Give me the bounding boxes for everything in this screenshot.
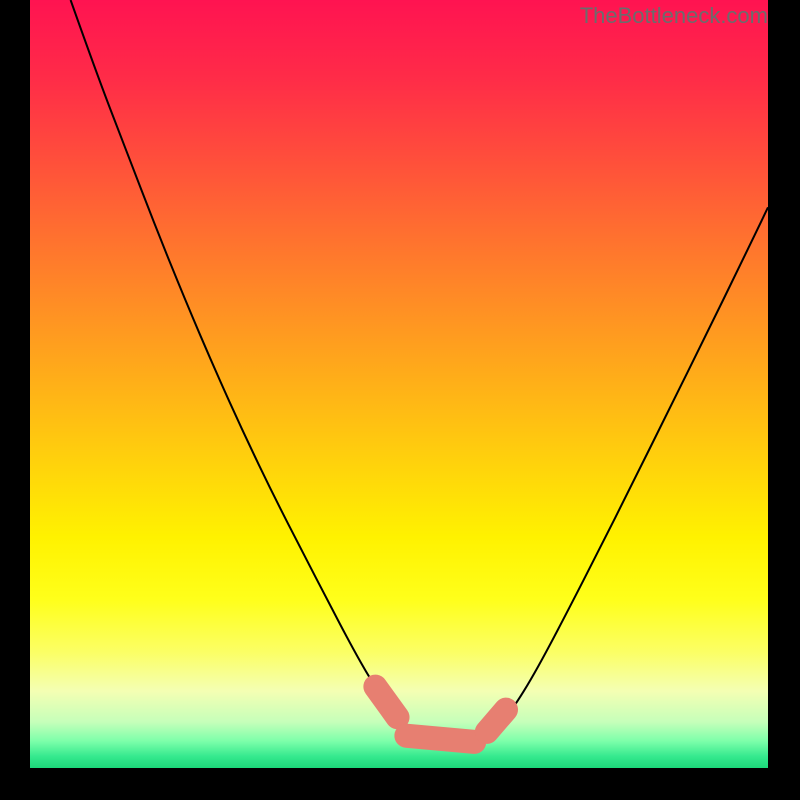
worm-segment bbox=[487, 710, 506, 732]
gradient-background bbox=[30, 0, 768, 768]
bottleneck-plot bbox=[30, 0, 768, 768]
chart-frame: TheBottleneck.com bbox=[0, 0, 800, 800]
worm-segment bbox=[406, 736, 474, 742]
watermark-text: TheBottleneck.com bbox=[580, 3, 768, 29]
